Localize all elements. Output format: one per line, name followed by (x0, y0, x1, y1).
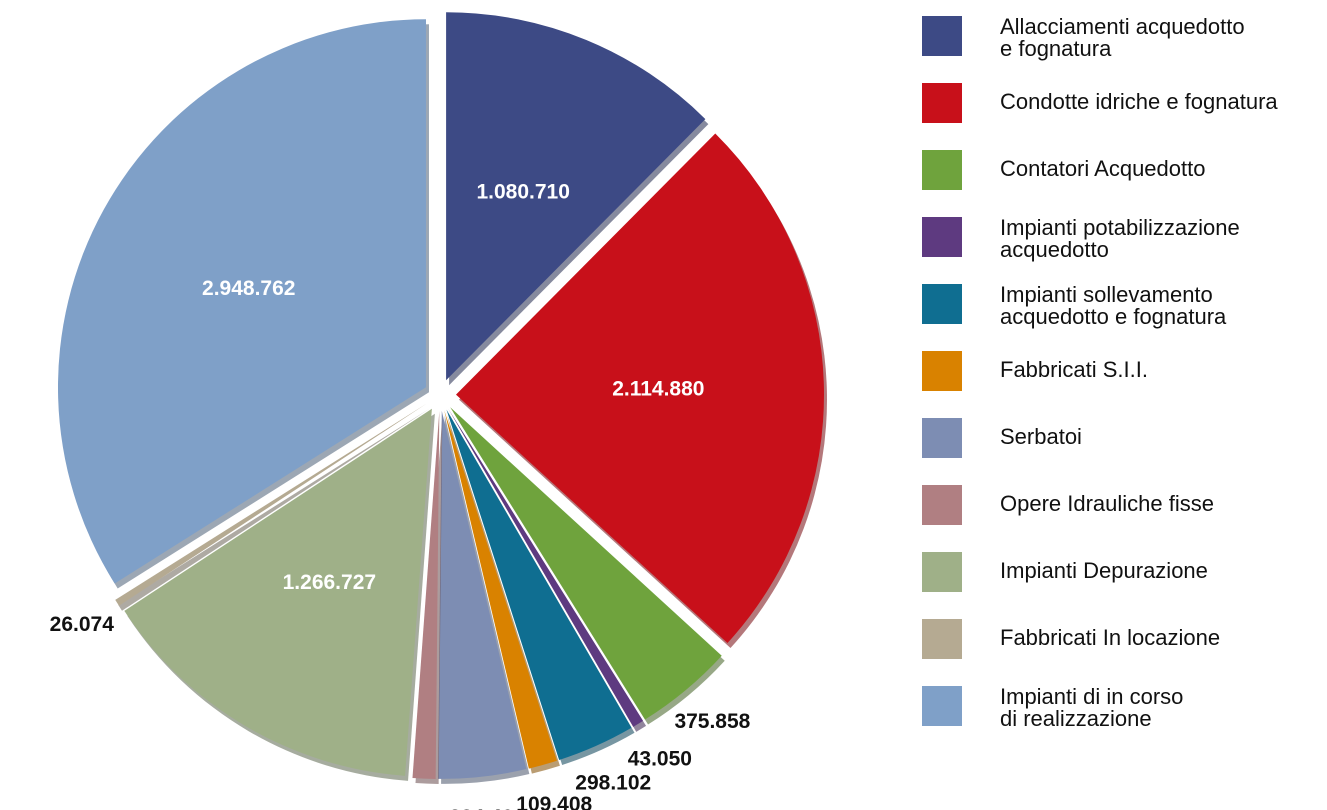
legend-label: Fabbricati In locazione (1000, 625, 1221, 650)
slice (455, 133, 824, 644)
legend-swatch (922, 83, 962, 123)
legend-label: Impianti Depurazione (1000, 558, 1208, 583)
legend-swatch (922, 686, 962, 726)
legend-label: Allacciamenti acquedotto e fognatura (1000, 14, 1245, 61)
value-label: 1.266.727 (283, 571, 376, 594)
legend-swatch (922, 418, 962, 458)
slice (450, 407, 722, 720)
legend-label: Impianti di in corso di realizzazione (1000, 684, 1184, 731)
slice (124, 408, 432, 776)
legend-swatch (922, 16, 962, 56)
slice (446, 409, 632, 760)
slice (57, 19, 426, 584)
pie-chart: 1.080.710 2.114.880 375.858 43.050298.10210… (50, 12, 827, 810)
legend-label: Condotte idriche e fognatura (1000, 89, 1278, 114)
slice (448, 408, 644, 727)
legend-label: Impianti sollevamento acquedotto e fogna… (1000, 282, 1227, 329)
legend-swatch (922, 619, 962, 659)
legend: Allacciamenti acquedotto e fognatura Cond… (922, 0, 1327, 810)
value-label: 43.050 (628, 747, 692, 770)
value-label: 1.080.710 (476, 181, 569, 204)
slice (115, 403, 427, 606)
legend-item: Opere Idrauliche fisse (922, 485, 1327, 545)
value-label: 375.858 (674, 710, 750, 733)
legend-item: Serbatoi (922, 418, 1327, 478)
slice-shadow (118, 408, 430, 611)
legend-item: Impianti di in corso di realizzazione (922, 686, 1327, 746)
legend-swatch (922, 217, 962, 257)
legend-swatch (922, 284, 962, 324)
legend-item: Allacciamenti acquedotto e fognatura (922, 16, 1327, 76)
value-label: 109.408 (516, 793, 592, 810)
value-label: 2.948.762 (202, 277, 295, 300)
slice (412, 410, 440, 779)
legend-swatch (922, 485, 962, 525)
legend-swatch (922, 150, 962, 190)
slice (438, 410, 527, 779)
legend-item: Condotte idriche e fognatura (922, 83, 1327, 143)
legend-label: Opere Idrauliche fisse (1000, 491, 1214, 516)
legend-item: Fabbricati S.I.I. (922, 351, 1327, 411)
slice (444, 410, 557, 769)
legend-item: Impianti potabilizzazione acquedotto (922, 217, 1327, 277)
legend-item: Impianti sollevamento acquedotto e fogna… (922, 284, 1327, 344)
value-label: 26.074 (50, 613, 115, 636)
legend-swatch (922, 552, 962, 592)
legend-item: Impianti Depurazione (922, 552, 1327, 612)
legend-label: Fabbricati S.I.I. (1000, 357, 1148, 382)
legend-label: Contatori Acquedotto (1000, 156, 1206, 181)
slice (446, 12, 706, 381)
value-label: 87.095 (390, 808, 455, 810)
legend-swatch (922, 351, 962, 391)
legend-label: Serbatoi (1000, 424, 1082, 449)
legend-item: Fabbricati In locazione (922, 619, 1327, 679)
value-label: 298.102 (575, 772, 651, 795)
legend-label: Impianti potabilizzazione acquedotto (1000, 215, 1240, 262)
legend-item: Contatori Acquedotto (922, 150, 1327, 210)
value-label: 2.114.880 (612, 377, 704, 400)
value-label: 334.404 (449, 806, 525, 810)
